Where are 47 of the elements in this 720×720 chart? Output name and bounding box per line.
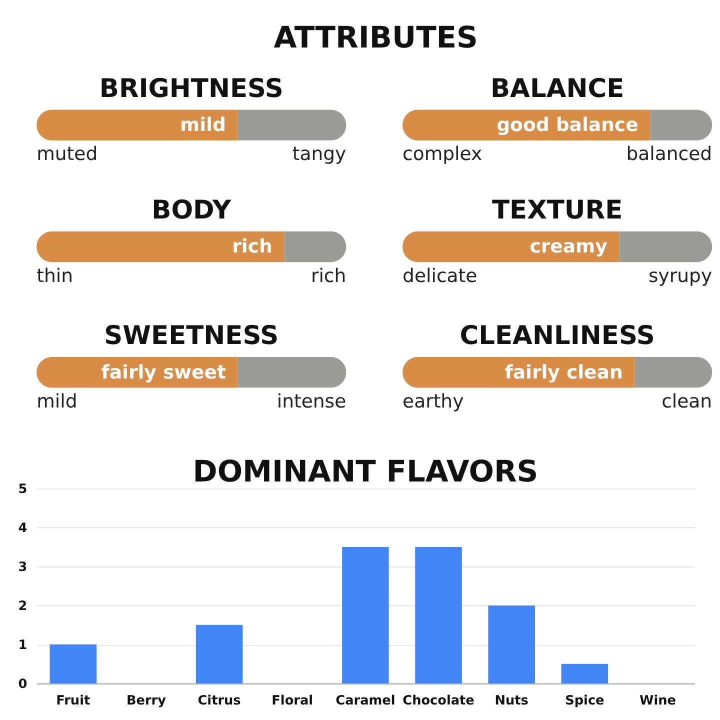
annotation: rich: [232, 236, 272, 258]
bar: [342, 547, 389, 684]
text: tangy: [292, 144, 346, 166]
x-tick-label: Fruit: [56, 694, 90, 709]
annotation: fairly sweet: [101, 362, 226, 384]
bar: [488, 605, 535, 684]
annotation: mild: [180, 115, 226, 136]
chart-title: BRIGHTNESS: [99, 74, 284, 104]
y-tick-label: 2: [18, 598, 28, 614]
annotation: creamy: [530, 236, 608, 258]
text: ATTRIBUTES: [274, 19, 478, 54]
chart-title: CLEANLINESS: [460, 321, 655, 352]
bar: [50, 644, 97, 684]
x-tick-label: Citrus: [198, 694, 242, 709]
text: syrupy: [648, 266, 712, 287]
bar: [196, 624, 243, 684]
x-tick-label: Wine: [640, 694, 676, 709]
chart-title: BODY: [152, 196, 232, 226]
chart-title: TEXTURE: [492, 196, 623, 226]
text: earthy: [402, 391, 464, 412]
x-tick-label: Floral: [272, 694, 314, 709]
bar: [561, 664, 608, 684]
text: rich: [310, 266, 346, 287]
x-tick-label: Caramel: [336, 694, 396, 709]
annotation: good balance: [496, 115, 638, 136]
chart-title: SWEETNESS: [104, 321, 279, 352]
text: thin: [36, 266, 73, 287]
y-tick-label: 0: [18, 676, 28, 692]
text: balanced: [626, 144, 712, 166]
y-tick-label: 5: [18, 482, 28, 497]
text: clean: [662, 391, 712, 412]
text: muted: [36, 144, 98, 166]
x-tick-label: Spice: [565, 694, 605, 709]
y-tick-label: 3: [18, 560, 28, 575]
x-tick-label: Chocolate: [402, 694, 475, 709]
x-tick-label: Berry: [126, 694, 167, 709]
y-tick-label: 4: [18, 520, 28, 536]
text: intense: [276, 391, 346, 412]
text: mild: [36, 391, 78, 412]
x-tick-label: Nuts: [494, 694, 529, 709]
bar: [415, 547, 462, 684]
annotation: fairly clean: [504, 362, 623, 384]
chart-title: DOMINANT FLAVORS: [192, 454, 538, 489]
y-tick-label: 1: [18, 638, 28, 653]
text: complex: [402, 144, 482, 166]
text: delicate: [402, 266, 478, 287]
chart-title: BALANCE: [490, 74, 624, 104]
